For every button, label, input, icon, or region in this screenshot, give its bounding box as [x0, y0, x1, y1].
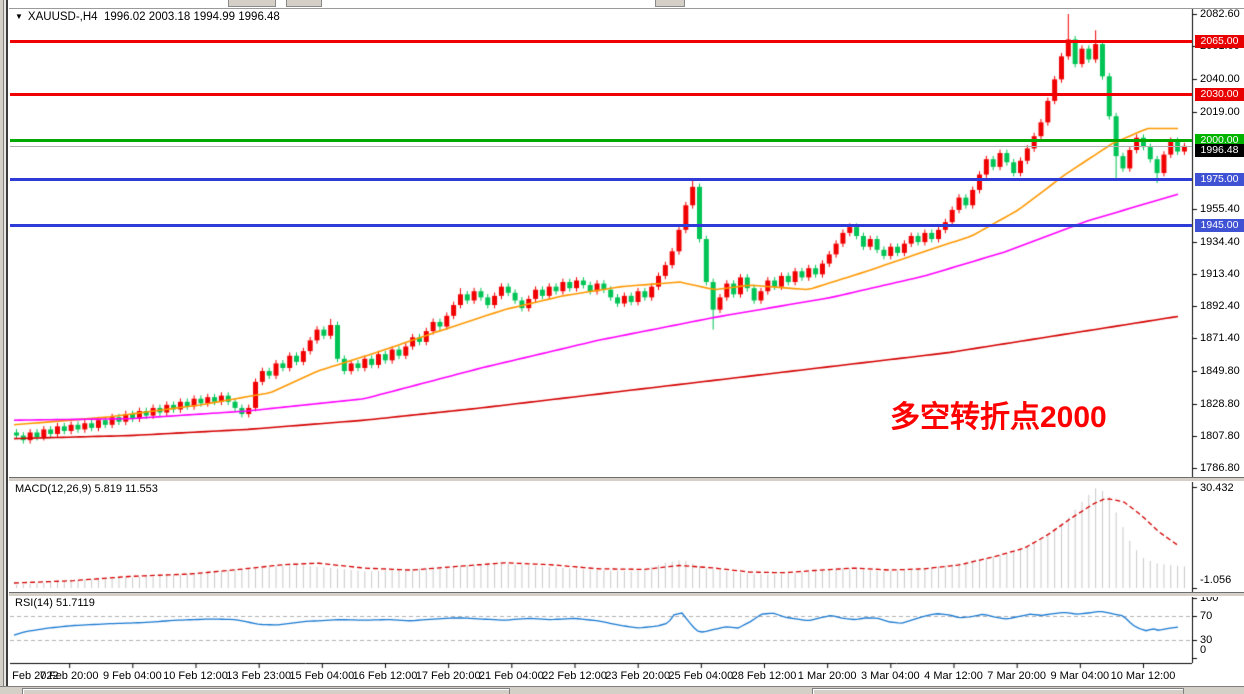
price-tick-label: 2019.00: [1200, 105, 1240, 118]
time-label: 4 Feb 2022: [3, 670, 59, 682]
price-tick-label: 1892.40: [1200, 299, 1240, 312]
resistance-line-2030[interactable]: [10, 93, 1192, 97]
window-left-border: [0, 0, 9, 694]
panel-separator[interactable]: [9, 592, 1244, 597]
time-label: 25 Feb 04:00: [668, 670, 734, 682]
price-tick-label: 2040.00: [1200, 73, 1240, 86]
time-label: 15 Feb 04:00: [289, 670, 355, 682]
time-label: 1 Mar 20:00: [797, 670, 857, 682]
time-label: 10 Mar 12:00: [1110, 670, 1176, 682]
support-line-1945[interactable]: [10, 223, 1192, 227]
toolbar-fragment: [286, 0, 322, 7]
level-badge-2000: 2000.00: [1195, 134, 1244, 148]
rsi-scale-label: 30: [1200, 634, 1213, 646]
time-label: 22 Feb 12:00: [542, 670, 607, 682]
support-line-1975[interactable]: [10, 177, 1192, 181]
window-bottom-chrome: [0, 686, 1244, 694]
price-tick-label: 1849.80: [1200, 365, 1240, 378]
rsi-scale-label: 70: [1200, 610, 1213, 622]
toolbar-fragment: [655, 0, 685, 7]
level-badge-2030: 2030.00: [1195, 88, 1244, 102]
macd-indicator-label: MACD(12,26,9) 5.819 11.553: [15, 483, 158, 495]
price-tick-label: 2082.60: [1200, 7, 1240, 20]
window-top-chrome: [0, 0, 1244, 9]
time-label: 28 Feb 12:00: [731, 670, 797, 682]
macd-min-label: -1.056: [1200, 574, 1232, 586]
toolbar-fragment: [228, 0, 276, 7]
ohlc-values: 1996.02 2003.18 1994.99 1996.48: [103, 11, 280, 23]
time-label: 9 Mar 04:00: [1050, 670, 1110, 682]
price-tick-label: 1828.80: [1200, 397, 1240, 410]
price-tick-label: 1807.80: [1200, 429, 1240, 442]
level-badge-1975: 1975.00: [1195, 172, 1244, 186]
rsi-indicator-label: RSI(14) 51.7119: [15, 597, 95, 609]
price-tick-label: 1786.80: [1200, 462, 1240, 475]
time-label: 3 Mar 04:00: [860, 670, 920, 682]
resistance-line-2065[interactable]: [10, 39, 1192, 43]
current-price-badge: 1996.48: [1195, 144, 1244, 158]
annotation-text: 多空转折点2000: [890, 401, 1107, 434]
symbol-dropdown-icon[interactable]: ▼: [15, 12, 23, 21]
price-tick-label: 1955.40: [1200, 203, 1240, 216]
macd-max-label: 30.432: [1200, 482, 1234, 494]
panel-separator[interactable]: [9, 477, 1244, 482]
time-label: 16 Feb 12:00: [352, 670, 418, 682]
current-price-line: [10, 146, 1192, 148]
time-label: 10 Feb 12:00: [163, 670, 228, 682]
time-label: 23 Feb 20:00: [605, 670, 671, 682]
time-label: 7 Mar 20:00: [987, 670, 1047, 682]
status-bar-fragment: [812, 688, 1184, 694]
price-tick-label: 1871.40: [1200, 332, 1240, 345]
time-label: 13 Feb 23:00: [226, 670, 292, 682]
chart-title: ▼ XAUUSD-,H4 1996.02 2003.18 1994.99 1996…: [15, 11, 280, 23]
time-label: 17 Feb 20:00: [415, 670, 481, 682]
level-badge-1945: 1945.00: [1195, 218, 1244, 232]
symbol-period-label: XAUUSD-,H4: [27, 11, 98, 23]
pivot-line-2000[interactable]: [10, 139, 1192, 143]
rsi-scale-label: 0: [1200, 644, 1207, 656]
level-badge-2065: 2065.00: [1195, 34, 1244, 48]
time-label: 21 Feb 04:00: [478, 670, 544, 682]
time-label: 4 Mar 12:00: [924, 670, 983, 682]
time-label: 9 Feb 04:00: [102, 670, 162, 682]
status-bar-fragment: [22, 688, 510, 694]
price-tick-label: 1934.40: [1200, 235, 1240, 248]
time-label: 7 Feb 20:00: [39, 670, 99, 682]
price-tick-label: 1913.40: [1200, 267, 1240, 280]
